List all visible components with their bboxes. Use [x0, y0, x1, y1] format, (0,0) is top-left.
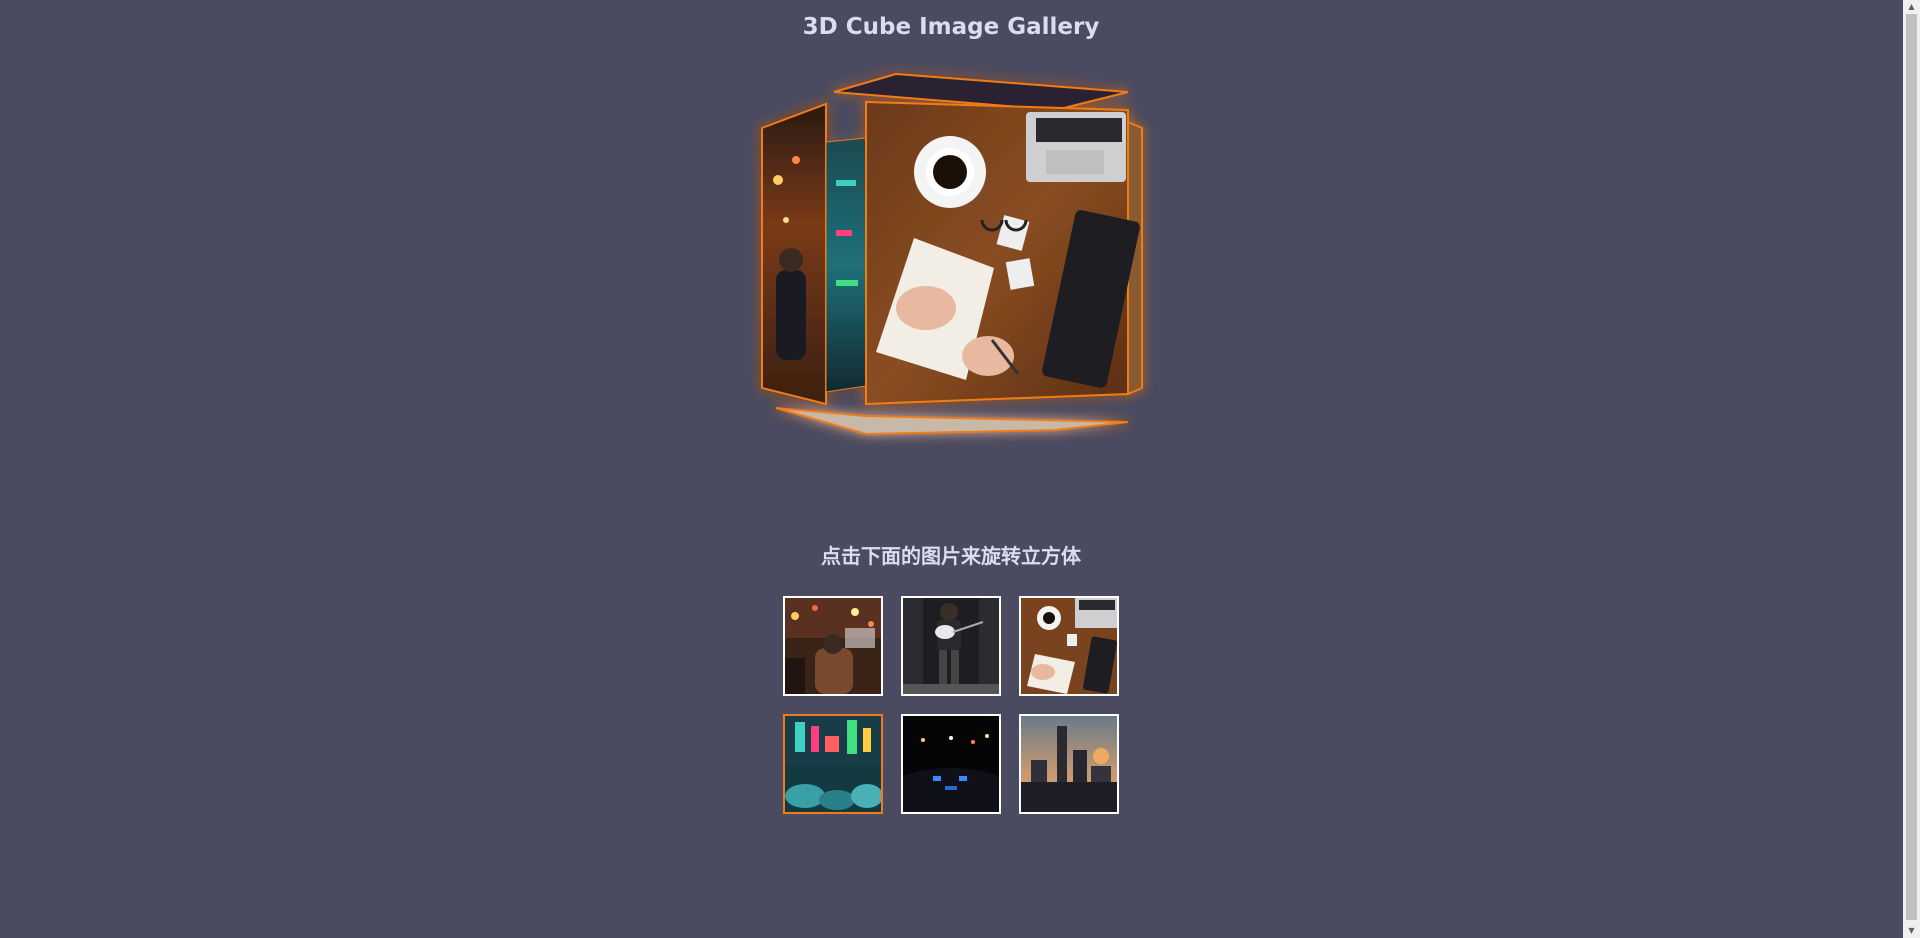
neon-street-image	[785, 716, 881, 812]
scroll-down-icon[interactable]: ▼	[1908, 926, 1915, 935]
thumbnail-night-street[interactable]	[783, 596, 883, 696]
scroll-thumb[interactable]	[1906, 14, 1917, 920]
instructions-text: 点击下面的图片来旋转立方体	[821, 544, 1081, 568]
page-title: 3D Cube Image Gallery	[802, 14, 1100, 40]
scroll-up-icon[interactable]: ▲	[1908, 2, 1915, 11]
thumbnail-city-skyline[interactable]	[1019, 714, 1119, 814]
thumbnail-neon-street[interactable]	[783, 714, 883, 814]
image-cube[interactable]	[756, 70, 1152, 440]
thumbnail-guitarist[interactable]	[901, 596, 1001, 696]
night-driving-image	[903, 716, 999, 812]
vertical-scrollbar[interactable]: ▲ ▼	[1903, 0, 1920, 938]
thumbnail-desk[interactable]	[1019, 596, 1119, 696]
thumbnail-night-driving[interactable]	[901, 714, 1001, 814]
cube-graphic	[761, 72, 1143, 436]
guitarist-image	[903, 598, 999, 694]
city-skyline-image	[1021, 716, 1117, 812]
desk-image	[1021, 598, 1117, 694]
thumbnail-grid	[783, 596, 1121, 814]
night-street-image	[785, 598, 881, 694]
